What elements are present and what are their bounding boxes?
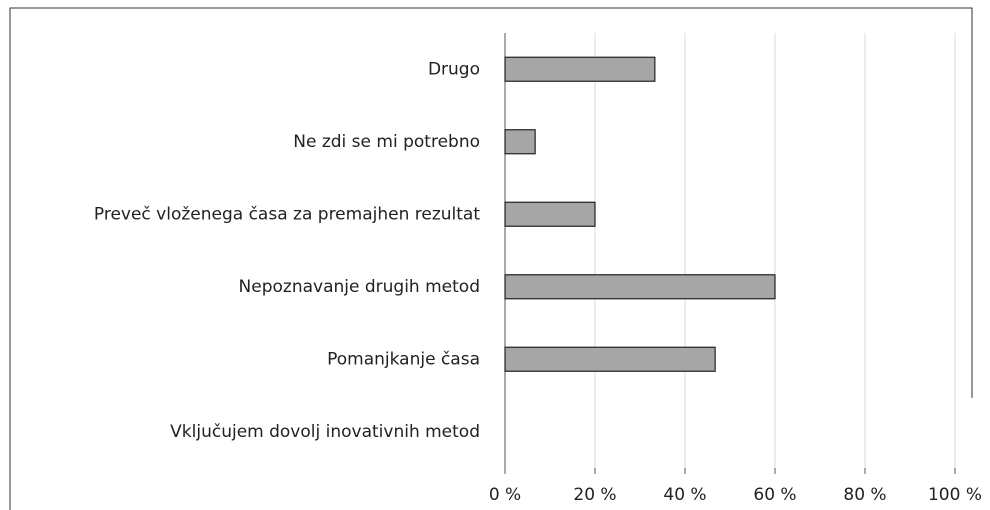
y-tick-label: Ne zdi se mi potrebno — [293, 132, 480, 152]
x-tick-label: 0 % — [489, 485, 521, 505]
bar — [504, 201, 596, 227]
x-tick-label: 40 % — [663, 485, 706, 505]
y-tick-label: Nepoznavanje drugih metod — [239, 277, 480, 297]
x-tick-label: 60 % — [753, 485, 796, 505]
bar — [504, 56, 656, 82]
y-tick-label: Drugo — [428, 59, 480, 79]
bar — [504, 346, 716, 372]
y-tick-label: Pomanjkanje časa — [327, 349, 480, 369]
x-tick-label: 80 % — [843, 485, 886, 505]
bar — [504, 129, 536, 155]
y-tick-label: Preveč vloženega časa za premajhen rezul… — [94, 204, 480, 224]
bar — [504, 274, 776, 300]
frame — [9, 7, 973, 510]
x-tick-label: 20 % — [573, 485, 616, 505]
y-tick-label: Vključujem dovolj inovativnih metod — [170, 422, 480, 442]
x-tick-label: 100 % — [928, 485, 982, 505]
